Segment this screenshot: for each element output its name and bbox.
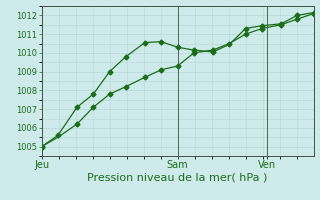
- X-axis label: Pression niveau de la mer( hPa ): Pression niveau de la mer( hPa ): [87, 173, 268, 183]
